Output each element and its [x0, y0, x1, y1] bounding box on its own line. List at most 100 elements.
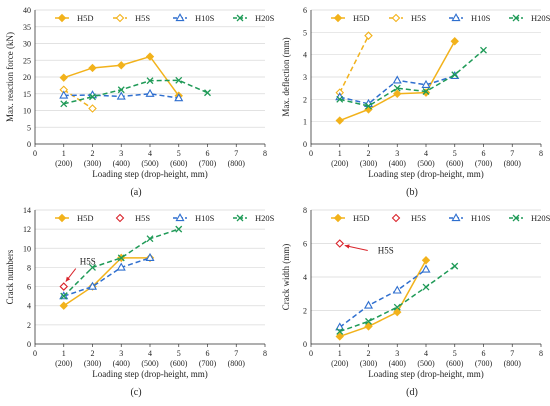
- x-tick-sublabel: (200): [55, 159, 73, 168]
- y-tick-label: 0: [303, 340, 307, 349]
- series-line: [63, 257, 150, 307]
- x-axis-title: Loading step (drop-height, mm): [368, 169, 483, 179]
- panel-label: (c): [130, 387, 141, 398]
- x-axis-title: Loading step (drop-height, mm): [92, 169, 207, 179]
- y-tick-label: 40: [23, 6, 31, 15]
- legend-marker: [57, 13, 67, 23]
- data-point: [145, 88, 155, 97]
- x-tick-label: 3: [119, 149, 123, 158]
- y-tick-label: 0: [303, 140, 307, 149]
- y-tick-label: 15: [23, 90, 31, 99]
- annotation-label: H5S: [80, 257, 96, 267]
- legend-label: H5S: [411, 213, 426, 223]
- y-tick-label: 10: [23, 244, 31, 253]
- data-point: [146, 77, 154, 85]
- data-point: [145, 52, 155, 61]
- x-tick-label: 3: [395, 149, 399, 158]
- x-tick-label: 0: [33, 349, 37, 358]
- x-tick-sublabel: (600): [446, 159, 464, 168]
- y-tick-label: 2: [303, 307, 307, 316]
- series-h20s: [336, 262, 459, 335]
- legend-marker: [57, 213, 67, 223]
- x-tick-sublabel: (300): [84, 159, 102, 168]
- series-line: [339, 265, 456, 333]
- legend-marker: [236, 14, 244, 22]
- series-h5d: [335, 256, 431, 341]
- y-tick-label: 6: [303, 240, 307, 249]
- legend-marker: [175, 13, 185, 22]
- data-point: [451, 262, 459, 270]
- data-point: [117, 86, 125, 94]
- legend: H5D H5S H10S H20S: [331, 213, 550, 223]
- legend-marker: [451, 213, 461, 222]
- data-point: [393, 89, 402, 98]
- data-point: [421, 79, 431, 88]
- data-point: [59, 90, 69, 99]
- data-point: [480, 46, 487, 54]
- legend-label: H5D: [353, 213, 370, 223]
- x-tick-sublabel: (500): [141, 159, 159, 168]
- x-tick-label: 8: [263, 349, 267, 358]
- data-point: [421, 264, 431, 273]
- series-h5d: [59, 253, 155, 310]
- annotation: H5S: [65, 257, 96, 282]
- series-h20s: [336, 46, 487, 110]
- x-tick-sublabel: (300): [84, 359, 102, 368]
- x-tick-label: 4: [148, 349, 152, 358]
- x-tick-label: 4: [424, 149, 428, 158]
- x-tick-label: 5: [453, 149, 457, 158]
- data-point: [422, 283, 430, 291]
- series-line: [339, 35, 370, 93]
- data-point: [393, 303, 401, 311]
- x-tick-label: 6: [206, 149, 210, 158]
- x-tick-label: 3: [395, 349, 399, 358]
- data-point: [117, 254, 125, 262]
- x-tick-label: 2: [91, 349, 95, 358]
- data-point: [450, 37, 459, 46]
- x-tick-sublabel: (200): [55, 359, 73, 368]
- data-point: [204, 89, 211, 97]
- x-tick-sublabel: (700): [475, 159, 493, 168]
- x-tick-sublabel: (400): [389, 159, 407, 168]
- y-tick-label: 12: [23, 225, 31, 234]
- annotation-arrowhead: [65, 276, 71, 282]
- y-tick-label: 6: [303, 6, 307, 15]
- annotation: H5S: [344, 244, 394, 256]
- series-h5s: [335, 31, 373, 97]
- y-axis-title: Max. deflection (mm): [281, 37, 291, 116]
- data-point: [363, 300, 374, 309]
- x-tick-sublabel: (200): [331, 159, 349, 168]
- data-point: [392, 75, 402, 84]
- series-h10s: [59, 252, 155, 300]
- x-tick-label: 5: [177, 149, 181, 158]
- legend-label: H10S: [195, 13, 215, 23]
- x-tick-label: 1: [338, 149, 342, 158]
- legend-label: H20S: [255, 13, 275, 23]
- x-tick-label: 1: [62, 149, 66, 158]
- data-point: [59, 301, 68, 310]
- y-tick-label: 2: [303, 95, 307, 104]
- data-point: [116, 262, 126, 271]
- series-h20s: [60, 76, 211, 108]
- series-h5s: [335, 239, 345, 248]
- x-tick-label: 1: [62, 349, 66, 358]
- x-tick-label: 5: [453, 349, 457, 358]
- data-point: [60, 100, 68, 108]
- y-tick-label: 2: [27, 321, 31, 330]
- x-tick-sublabel: (700): [199, 359, 217, 368]
- x-tick-sublabel: (400): [389, 359, 407, 368]
- data-point: [364, 31, 373, 40]
- legend: H5D H5S H10S H20S: [331, 13, 550, 23]
- data-point: [393, 84, 401, 92]
- y-tick-label: 14: [23, 206, 31, 215]
- legend-marker: [236, 214, 244, 222]
- series-h5d: [59, 52, 183, 100]
- x-tick-sublabel: (800): [504, 159, 522, 168]
- y-tick-label: 3: [303, 73, 307, 82]
- y-tick-label: 4: [303, 273, 307, 282]
- data-point: [335, 116, 344, 125]
- y-tick-label: 10: [23, 107, 31, 116]
